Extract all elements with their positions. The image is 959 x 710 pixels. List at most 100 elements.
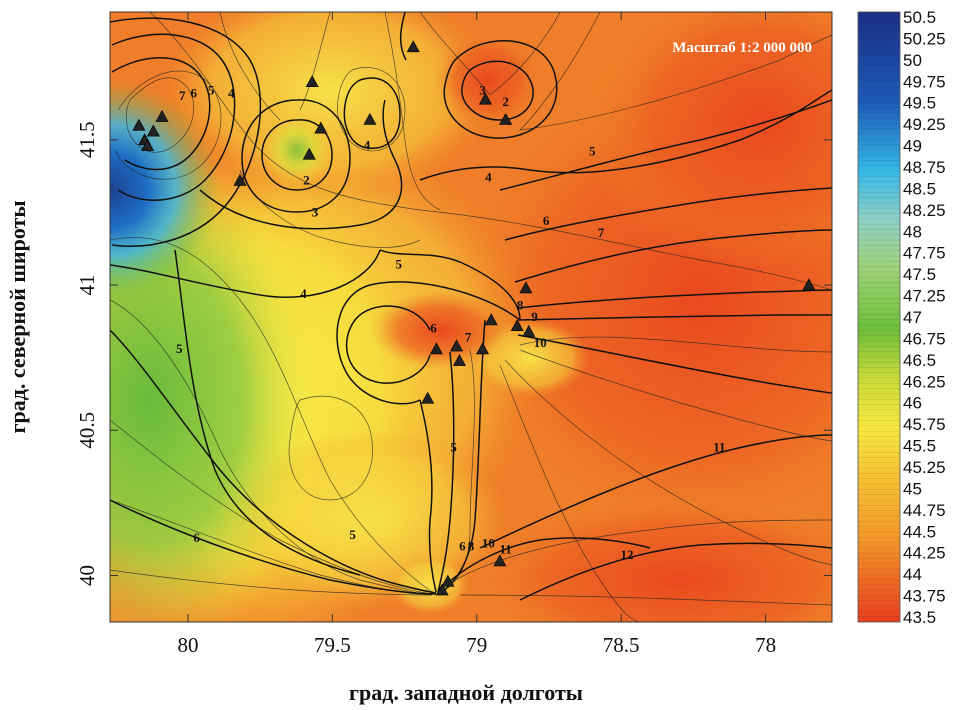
x-tick-label: 79.5: [314, 633, 351, 657]
isoline: [499, 99, 832, 191]
isoline-label: 5: [176, 341, 183, 356]
isoline: [110, 329, 437, 594]
blue-field-northwest: [110, 80, 220, 300]
x-tick-label: 80: [177, 633, 198, 657]
isoline: [110, 419, 433, 595]
isoline-label: 5: [450, 440, 457, 455]
station-triangle-icon: [305, 75, 319, 88]
station-triangle-icon: [435, 583, 449, 596]
isoline: [399, 12, 407, 61]
isoline-label: 7: [465, 329, 472, 344]
station-triangle-icon: [519, 281, 533, 294]
colorbar-level-label: 44.5: [903, 522, 936, 541]
isoline: [110, 299, 433, 596]
isoline-label: 6: [430, 321, 437, 336]
colorbar-level-label: 48.25: [903, 201, 946, 220]
isoline-label: 4: [485, 170, 492, 185]
isoline: [479, 434, 832, 549]
station-triangle-icon: [522, 324, 536, 337]
isoline: [519, 336, 832, 353]
isoline-label: 6: [193, 530, 200, 545]
yellow-field-north: [160, 12, 500, 200]
isoline: [441, 319, 486, 593]
isoline: [499, 364, 641, 622]
colorbar-level-label: 44.25: [903, 544, 946, 563]
colorbar-level-label: 47.25: [903, 287, 946, 306]
isoline-label: 3: [479, 82, 486, 97]
isoline-label: 6: [191, 85, 198, 100]
isoline: [514, 229, 832, 283]
isoline-label: 9: [531, 309, 538, 324]
minor-isolines: [110, 12, 832, 622]
station-triangle-icon: [233, 173, 247, 186]
y-tick-label: 41: [75, 275, 99, 296]
colorbar-level-label: 45.5: [903, 437, 936, 456]
isoline: [461, 60, 534, 121]
major-isolines: [110, 12, 832, 601]
colorbar-level-label: 48.5: [903, 179, 936, 198]
x-tick-label: 78: [755, 633, 776, 657]
colorbar-level-label: 45: [903, 479, 922, 498]
colorbar-level-label: 49.5: [903, 94, 936, 113]
colorbar-labels: 50.5 50.25 50 49.75 49.5 49.25 49 48.75 48.5 48.2…: [903, 8, 946, 627]
red-field-northeast: [580, 12, 832, 270]
isoline: [288, 396, 373, 501]
station-triangle-icon: [478, 92, 492, 105]
isoline-label: 11: [500, 541, 512, 556]
isoline: [110, 17, 262, 247]
colorbar-level-label: 49: [903, 137, 922, 156]
colorbar-level-label: 46: [903, 394, 922, 413]
isoline: [439, 519, 832, 591]
y-axis-title: град. северной широты: [5, 200, 30, 433]
colorbar-level-label: 49.25: [903, 115, 946, 134]
plot-frame: [109, 11, 833, 623]
yellow-spot-south: [390, 555, 470, 615]
red-field-southeast: [460, 490, 832, 622]
colorbar-level-label: 44.75: [903, 501, 946, 520]
isoline-label: 4: [228, 85, 235, 100]
station-triangle-icon: [406, 40, 420, 53]
x-axis: 80 79.5 79 78.5 78: [177, 12, 776, 657]
isoline-label: 5: [589, 143, 596, 158]
isoline: [336, 281, 521, 405]
isoline: [219, 12, 281, 121]
station-triangle-icon: [141, 138, 155, 151]
x-axis-title: град. западной долготы: [349, 680, 583, 705]
isoline-label: 11: [713, 440, 725, 455]
station-triangle-icon: [302, 147, 316, 160]
station-triangle-icon: [146, 124, 160, 137]
station-markers: [132, 40, 816, 596]
isoline-label: 2: [303, 172, 310, 187]
colorbar-level-label: 47.5: [903, 265, 936, 284]
isoline-label: 10: [534, 335, 547, 350]
isoline: [419, 12, 491, 96]
isoline: [149, 12, 832, 291]
colorbar-gradient: [857, 11, 901, 623]
scale-label: Масштаб 1:2 000 000: [672, 40, 812, 56]
colorbar-level-label: 47: [903, 308, 922, 327]
isoline: [504, 359, 832, 566]
isoline: [114, 70, 222, 180]
colorbar-level-label: 48: [903, 222, 922, 241]
colorbar-level-label: 49.75: [903, 72, 946, 91]
isoline: [241, 99, 351, 213]
isoline-label: 7: [179, 88, 186, 103]
y-tick-label: 40: [75, 565, 99, 586]
isoline: [345, 305, 431, 384]
isoline: [110, 249, 381, 298]
isoline: [519, 349, 832, 442]
isoline: [111, 57, 211, 171]
isoline: [111, 33, 236, 201]
station-triangle-icon: [493, 554, 507, 567]
colorbar-level-label: 46.5: [903, 351, 936, 370]
isoline-label: 12: [620, 547, 633, 562]
isoline: [343, 77, 401, 149]
colorbar-level-label: 50.25: [903, 29, 946, 48]
colorbar-level-label: 43.75: [903, 587, 946, 606]
isoline-label: 10: [482, 536, 495, 551]
isoline: [337, 67, 406, 152]
y-tick-label: 41.5: [75, 121, 99, 158]
isoline: [517, 334, 832, 394]
